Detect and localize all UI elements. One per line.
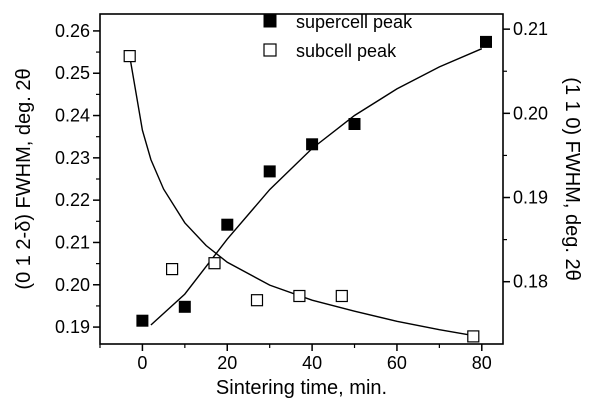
legend: supercell peak subcell peak (263, 12, 413, 61)
right-y-tick-label: 0.20 (513, 103, 548, 123)
x-tick-label: 80 (472, 353, 492, 373)
supercell-fit-curve (150, 48, 483, 326)
left-y-tick-label: 0.26 (55, 21, 90, 41)
right-y-tick-label: 0.18 (513, 272, 548, 292)
right-y-tick-label: 0.21 (513, 19, 548, 39)
right-y-tick-label: 0.19 (513, 188, 548, 208)
supercell-point (348, 118, 361, 130)
subcell-point (208, 257, 221, 270)
legend-label-subcell: subcell peak (296, 41, 397, 61)
right-y-axis-title: (1 1 0) FWHM, deg. 2θ (561, 77, 583, 280)
supercell-point (480, 35, 492, 48)
x-tick-label: 20 (217, 353, 237, 373)
left-y-tick-label: 0.19 (55, 317, 90, 337)
left-y-tick-label: 0.20 (55, 275, 90, 295)
fit-curves (129, 48, 483, 337)
left-y-tick-label: 0.25 (55, 63, 90, 83)
left-y-axis-ticks: 0.19 0.20 0.21 0.22 0.23 0.24 0.25 0.26 (55, 21, 100, 337)
data-points (123, 35, 492, 343)
subcell-point (250, 294, 264, 307)
x-axis-title: Sintering time, min. (216, 377, 387, 399)
x-tick-label: 0 (137, 353, 147, 373)
supercell-point (263, 165, 276, 178)
subcell-point (467, 330, 480, 343)
left-y-tick-label: 0.24 (55, 106, 90, 126)
supercell-point (136, 314, 149, 327)
supercell-point (178, 300, 191, 313)
left-y-tick-label: 0.21 (55, 232, 90, 252)
subcell-point (166, 263, 179, 276)
x-tick-label: 60 (387, 353, 407, 373)
subcell-point (335, 289, 348, 303)
left-y-axis-title: (0 1 2-δ) FWHM, deg. 2θ (13, 68, 35, 289)
subcell-point (293, 289, 306, 303)
x-axis-ticks: 0 20 40 60 80 (99, 344, 492, 373)
right-y-axis-ticks: 0.18 0.19 0.20 0.21 (503, 19, 548, 292)
legend-marker-subcell (263, 43, 277, 57)
legend-label-supercell: supercell peak (296, 12, 413, 32)
left-y-tick-label: 0.23 (55, 148, 90, 168)
left-y-tick-label: 0.22 (55, 190, 90, 210)
legend-marker-supercell (263, 14, 277, 28)
subcell-fit-curve (129, 55, 474, 337)
supercell-point (221, 218, 234, 231)
subcell-point (123, 49, 136, 63)
supercell-point (306, 138, 319, 151)
x-tick-label: 40 (302, 353, 322, 373)
